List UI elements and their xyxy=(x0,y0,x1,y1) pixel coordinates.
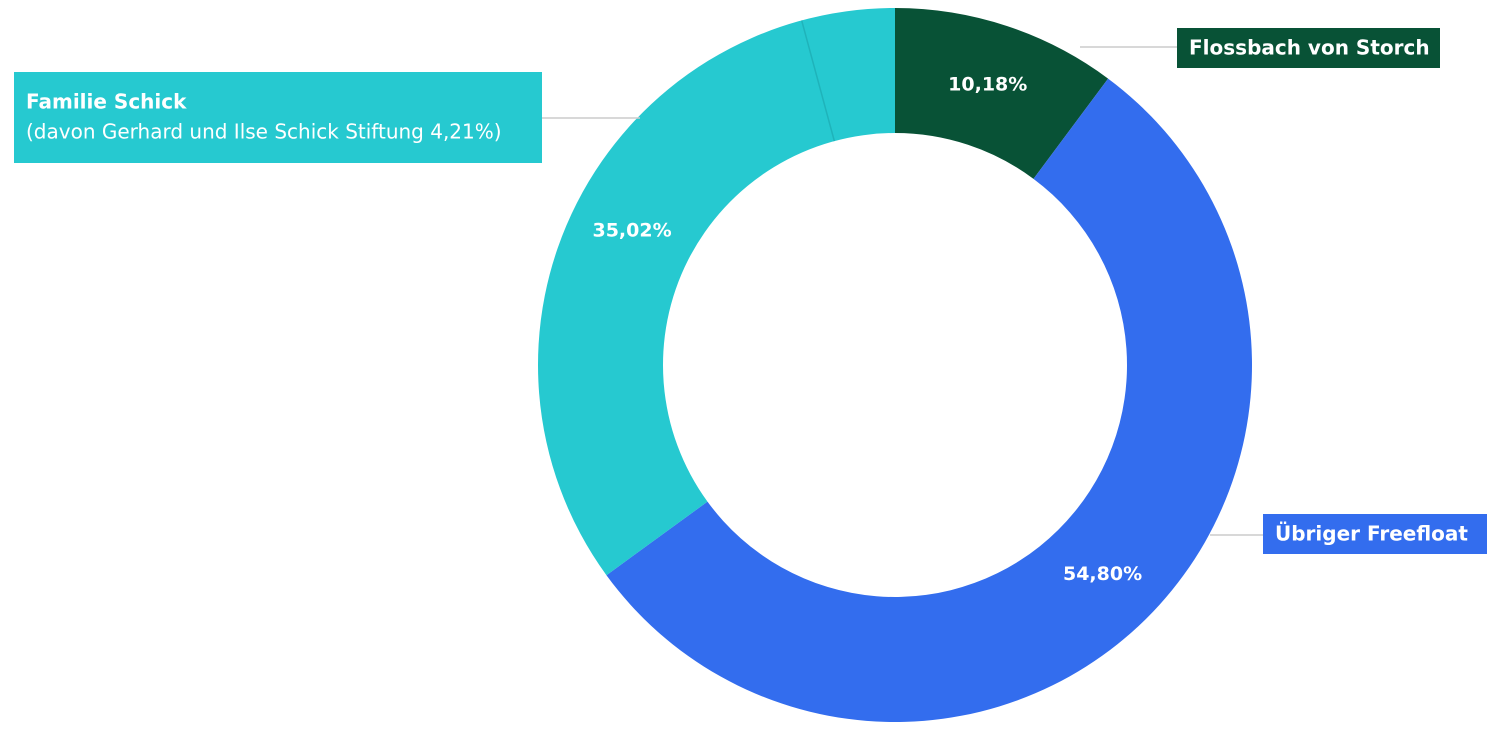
donut-segment xyxy=(606,78,1252,723)
segment-label: Flossbach von Storch xyxy=(1189,36,1430,60)
label-box xyxy=(14,72,542,163)
donut-segment xyxy=(537,8,895,576)
value-label: 35,02% xyxy=(592,220,671,242)
sub-segment-divider xyxy=(800,20,836,142)
segment-label: Übriger Freefloat xyxy=(1275,522,1468,546)
segment-sublabel: (davon Gerhard und Ilse Schick Stiftung … xyxy=(26,120,502,144)
value-label: 54,80% xyxy=(1063,563,1142,585)
value-label: 10,18% xyxy=(948,73,1027,95)
donut-segment xyxy=(895,8,1109,179)
label-box xyxy=(1177,28,1440,68)
label-box xyxy=(1263,514,1487,554)
segment-label: Familie Schick xyxy=(26,90,187,114)
